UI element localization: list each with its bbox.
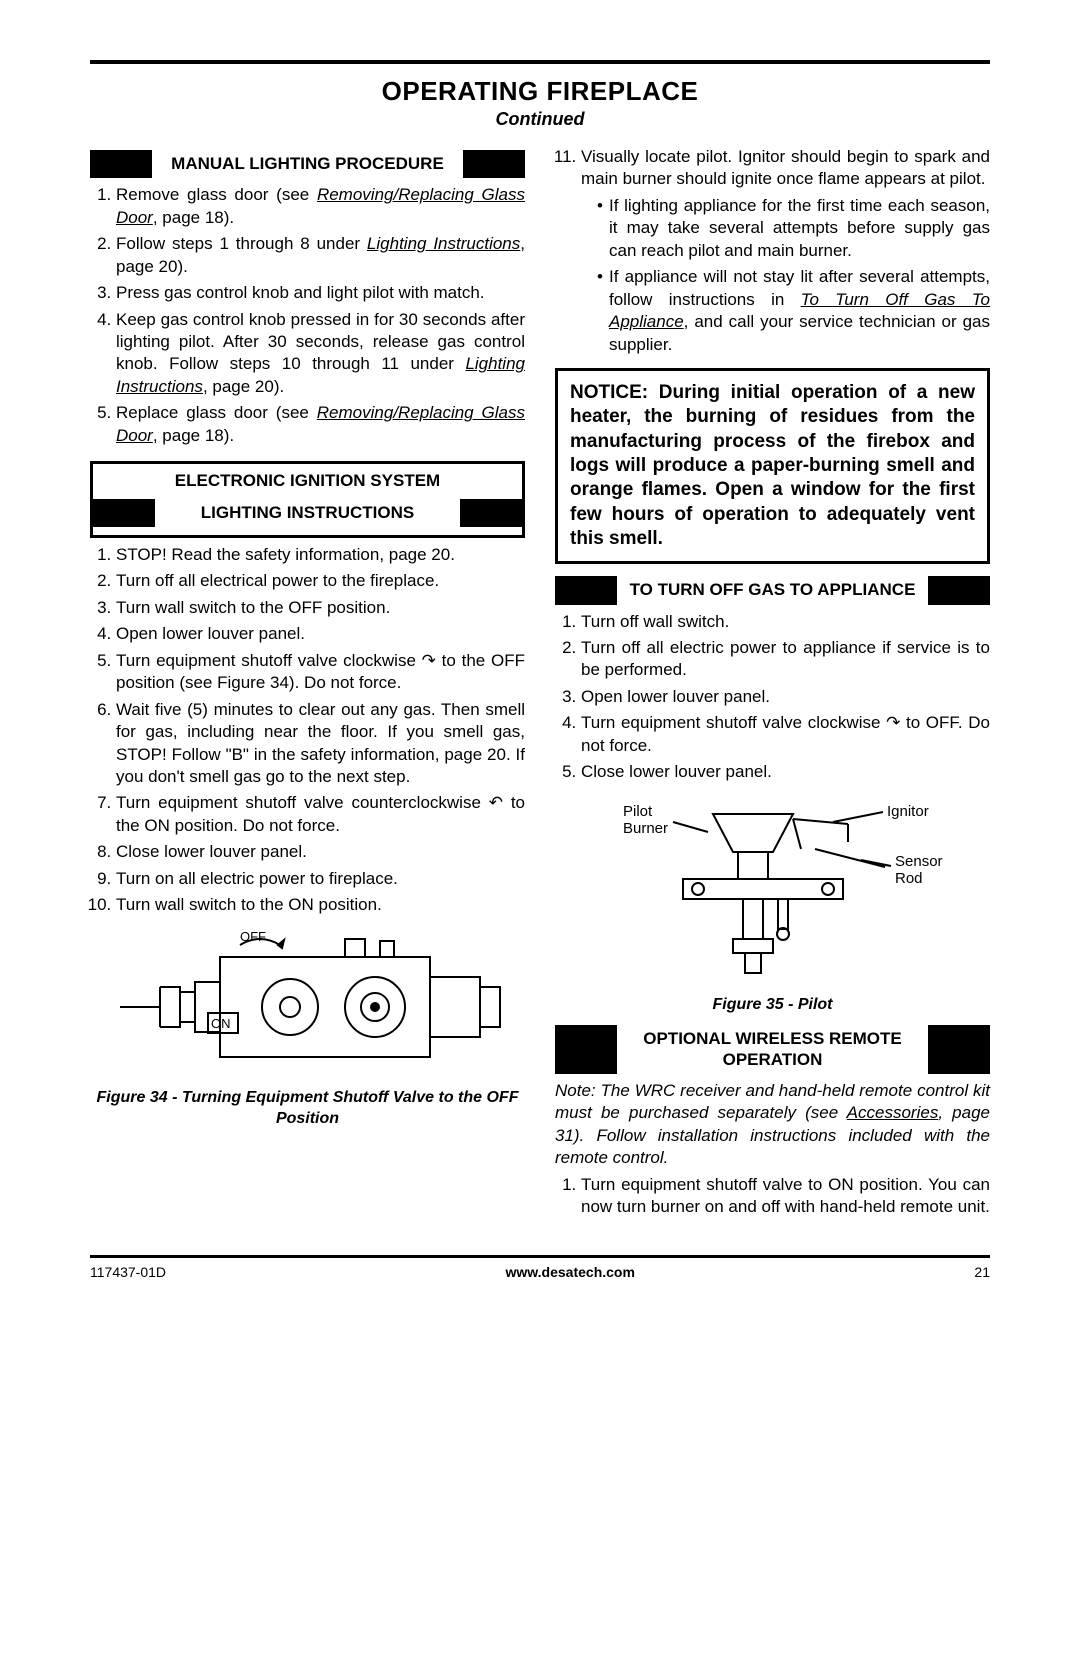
heading-bar-right: [928, 576, 990, 604]
sensor-rod-label: SensorRod: [895, 853, 943, 887]
heading-bar-left: [555, 1025, 617, 1074]
two-column-layout: MANUAL LIGHTING PROCEDURE Remove glass d…: [90, 142, 990, 1227]
bullet-item: If lighting appliance for the first time…: [597, 195, 990, 262]
turn-off-gas-title: TO TURN OFF GAS TO APPLIANCE: [617, 576, 928, 604]
link-text: Lighting Instructions: [367, 234, 520, 253]
on-label: ON: [211, 1016, 231, 1031]
page-title: OPERATING FIREPLACE: [90, 76, 990, 107]
list-item: Follow steps 1 through 8 under Lighting …: [116, 233, 525, 278]
right-continued-list: Visually locate pilot. Ignitor should be…: [555, 146, 990, 356]
figure-35-caption: Figure 35 - Pilot: [555, 994, 990, 1015]
footer-url: www.desatech.com: [506, 1264, 635, 1280]
turn-off-gas-heading: TO TURN OFF GAS TO APPLIANCE: [555, 576, 990, 604]
list-item: Turn equipment shutoff valve clockwise ↷…: [581, 712, 990, 757]
optional-wireless-title: OPTIONAL WIRELESS REMOTE OPERATION: [617, 1025, 928, 1074]
off-label: OFF: [240, 929, 266, 944]
left-column: MANUAL LIGHTING PROCEDURE Remove glass d…: [90, 142, 525, 1227]
manual-lighting-title: MANUAL LIGHTING PROCEDURE: [152, 150, 463, 178]
figure-35: PilotBurner Ignitor SensorRod: [555, 794, 990, 990]
optional-wireless-heading: OPTIONAL WIRELESS REMOTE OPERATION: [555, 1025, 990, 1074]
pilot-burner-label: PilotBurner: [623, 803, 668, 837]
list-item: STOP! Read the safety information, page …: [116, 544, 525, 566]
list-item: Turn off all electric power to appliance…: [581, 637, 990, 682]
heading-bar-right: [463, 150, 525, 178]
list-item: Turn on all electric power to fireplace.: [116, 868, 525, 890]
list-item: Turn wall switch to the ON position.: [116, 894, 525, 916]
heading-bar-right: [460, 499, 522, 527]
footer-doc-id: 117437-01D: [90, 1264, 166, 1280]
electronic-ignition-title: ELECTRONIC IGNITION SYSTEM: [93, 468, 522, 496]
ignitor-label: Ignitor: [887, 803, 929, 820]
wireless-note: Note: The WRC receiver and hand-held rem…: [555, 1080, 990, 1170]
list-item: Turn equipment shutoff valve to ON posit…: [581, 1174, 990, 1219]
optional-wireless-list: Turn equipment shutoff valve to ON posit…: [555, 1174, 990, 1219]
link-text: Accessories: [847, 1103, 939, 1122]
list-item: Keep gas control knob pressed in for 30 …: [116, 309, 525, 399]
list-item: Open lower louver panel.: [116, 623, 525, 645]
list-item: Turn wall switch to the OFF position.: [116, 597, 525, 619]
lighting-instructions-title: LIGHTING INSTRUCTIONS: [155, 499, 460, 527]
electronic-ignition-box: ELECTRONIC IGNITION SYSTEM LIGHTING INST…: [90, 461, 525, 538]
list-item: Turn equipment shutoff valve countercloc…: [116, 792, 525, 837]
pilot-diagram: PilotBurner Ignitor SensorRod: [583, 794, 963, 984]
list-item: Close lower louver panel.: [581, 761, 990, 783]
list-item: Turn off wall switch.: [581, 611, 990, 633]
list-item: Replace glass door (see Removing/Replaci…: [116, 402, 525, 447]
list-item: Visually locate pilot. Ignitor should be…: [581, 146, 990, 356]
list-item: Close lower louver panel.: [116, 841, 525, 863]
heading-bar-left: [555, 576, 617, 604]
footer-page-number: 21: [974, 1264, 990, 1280]
item11-bullets: If lighting appliance for the first time…: [585, 195, 990, 356]
top-rule: [90, 60, 990, 64]
valve-diagram: OFF ON: [90, 927, 510, 1077]
list-item: Press gas control knob and light pilot w…: [116, 282, 525, 304]
continued-label: Continued: [90, 109, 990, 130]
turn-off-list: Turn off wall switch. Turn off all elect…: [555, 611, 990, 784]
right-column: Visually locate pilot. Ignitor should be…: [555, 142, 990, 1227]
figure-34-caption: Figure 34 - Turning Equipment Shutoff Va…: [90, 1087, 525, 1129]
heading-bar-left: [93, 499, 155, 527]
list-item: Turn off all electrical power to the fir…: [116, 570, 525, 592]
lighting-instructions-list: STOP! Read the safety information, page …: [90, 544, 525, 917]
heading-bar-right: [928, 1025, 990, 1074]
manual-lighting-heading: MANUAL LIGHTING PROCEDURE: [90, 150, 525, 178]
list-item: Remove glass door (see Removing/Replacin…: [116, 184, 525, 229]
heading-bar-left: [90, 150, 152, 178]
figure-34: OFF ON: [90, 927, 525, 1083]
bullet-item: If appliance will not stay lit after sev…: [597, 266, 990, 356]
manual-lighting-list: Remove glass door (see Removing/Replacin…: [90, 184, 525, 447]
list-item: Turn equipment shutoff valve clockwise ↷…: [116, 650, 525, 695]
lighting-instructions-heading: LIGHTING INSTRUCTIONS: [93, 499, 522, 527]
list-item: Open lower louver panel.: [581, 686, 990, 708]
notice-box: NOTICE: During initial operation of a ne…: [555, 368, 990, 564]
footer: 117437-01D www.desatech.com 21: [90, 1255, 990, 1280]
list-item: Wait five (5) minutes to clear out any g…: [116, 699, 525, 789]
